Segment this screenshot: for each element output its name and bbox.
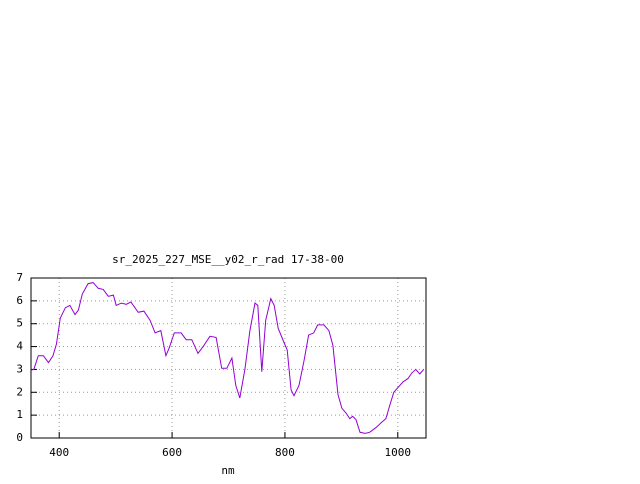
y-tick-label: 2: [16, 385, 23, 398]
chart-title: sr_2025_227_MSE__y02_r_rad 17-38-00: [112, 253, 344, 266]
y-tick-label: 3: [16, 362, 23, 375]
x-tick-label: 600: [162, 446, 182, 459]
x-axis-label: nm: [221, 464, 235, 477]
y-tick-label: 1: [16, 408, 23, 421]
y-tick-label: 7: [16, 271, 23, 284]
y-tick-label: 6: [16, 294, 23, 307]
y-tick-label: 4: [16, 340, 23, 353]
x-tick-label: 800: [275, 446, 295, 459]
x-tick-label: 400: [49, 446, 69, 459]
y-tick-label: 0: [16, 431, 23, 444]
plot-frame: [30, 277, 427, 439]
y-tick-label: 5: [16, 317, 23, 330]
x-tick-label: 1000: [385, 446, 412, 459]
data-line: [30, 282, 425, 434]
